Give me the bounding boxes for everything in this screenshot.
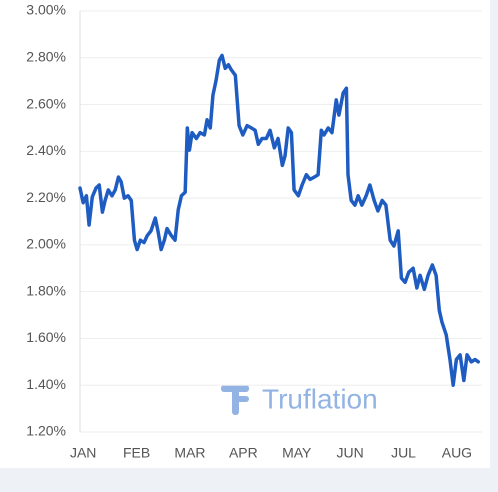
x-tick-label: JAN bbox=[70, 445, 96, 461]
x-tick-label: MAY bbox=[282, 445, 312, 461]
logo-icon bbox=[221, 385, 249, 415]
y-tick-label: 1.60% bbox=[26, 329, 66, 345]
x-tick-label: AUG bbox=[442, 445, 472, 461]
x-tick-label: JUL bbox=[391, 445, 416, 461]
y-tick-label: 1.40% bbox=[26, 376, 66, 392]
y-tick-label: 2.80% bbox=[26, 48, 66, 64]
line bbox=[78, 53, 481, 387]
x-tick-label: FEB bbox=[123, 445, 150, 461]
x-tick-label: JUN bbox=[337, 445, 364, 461]
watermark: Truflation bbox=[262, 383, 378, 414]
y-tick-label: 1.80% bbox=[26, 282, 66, 298]
x-tick-label: MAR bbox=[174, 445, 205, 461]
y-tick-label: 3.00% bbox=[26, 2, 66, 18]
x-tick-label: APR bbox=[229, 445, 258, 461]
y-tick-label: 2.00% bbox=[26, 236, 66, 252]
y-tick-label: 1.20% bbox=[26, 423, 66, 439]
y-tick-label: 2.20% bbox=[26, 189, 66, 205]
y-tick-label: 2.60% bbox=[26, 95, 66, 111]
y-tick-label: 2.40% bbox=[26, 142, 66, 158]
